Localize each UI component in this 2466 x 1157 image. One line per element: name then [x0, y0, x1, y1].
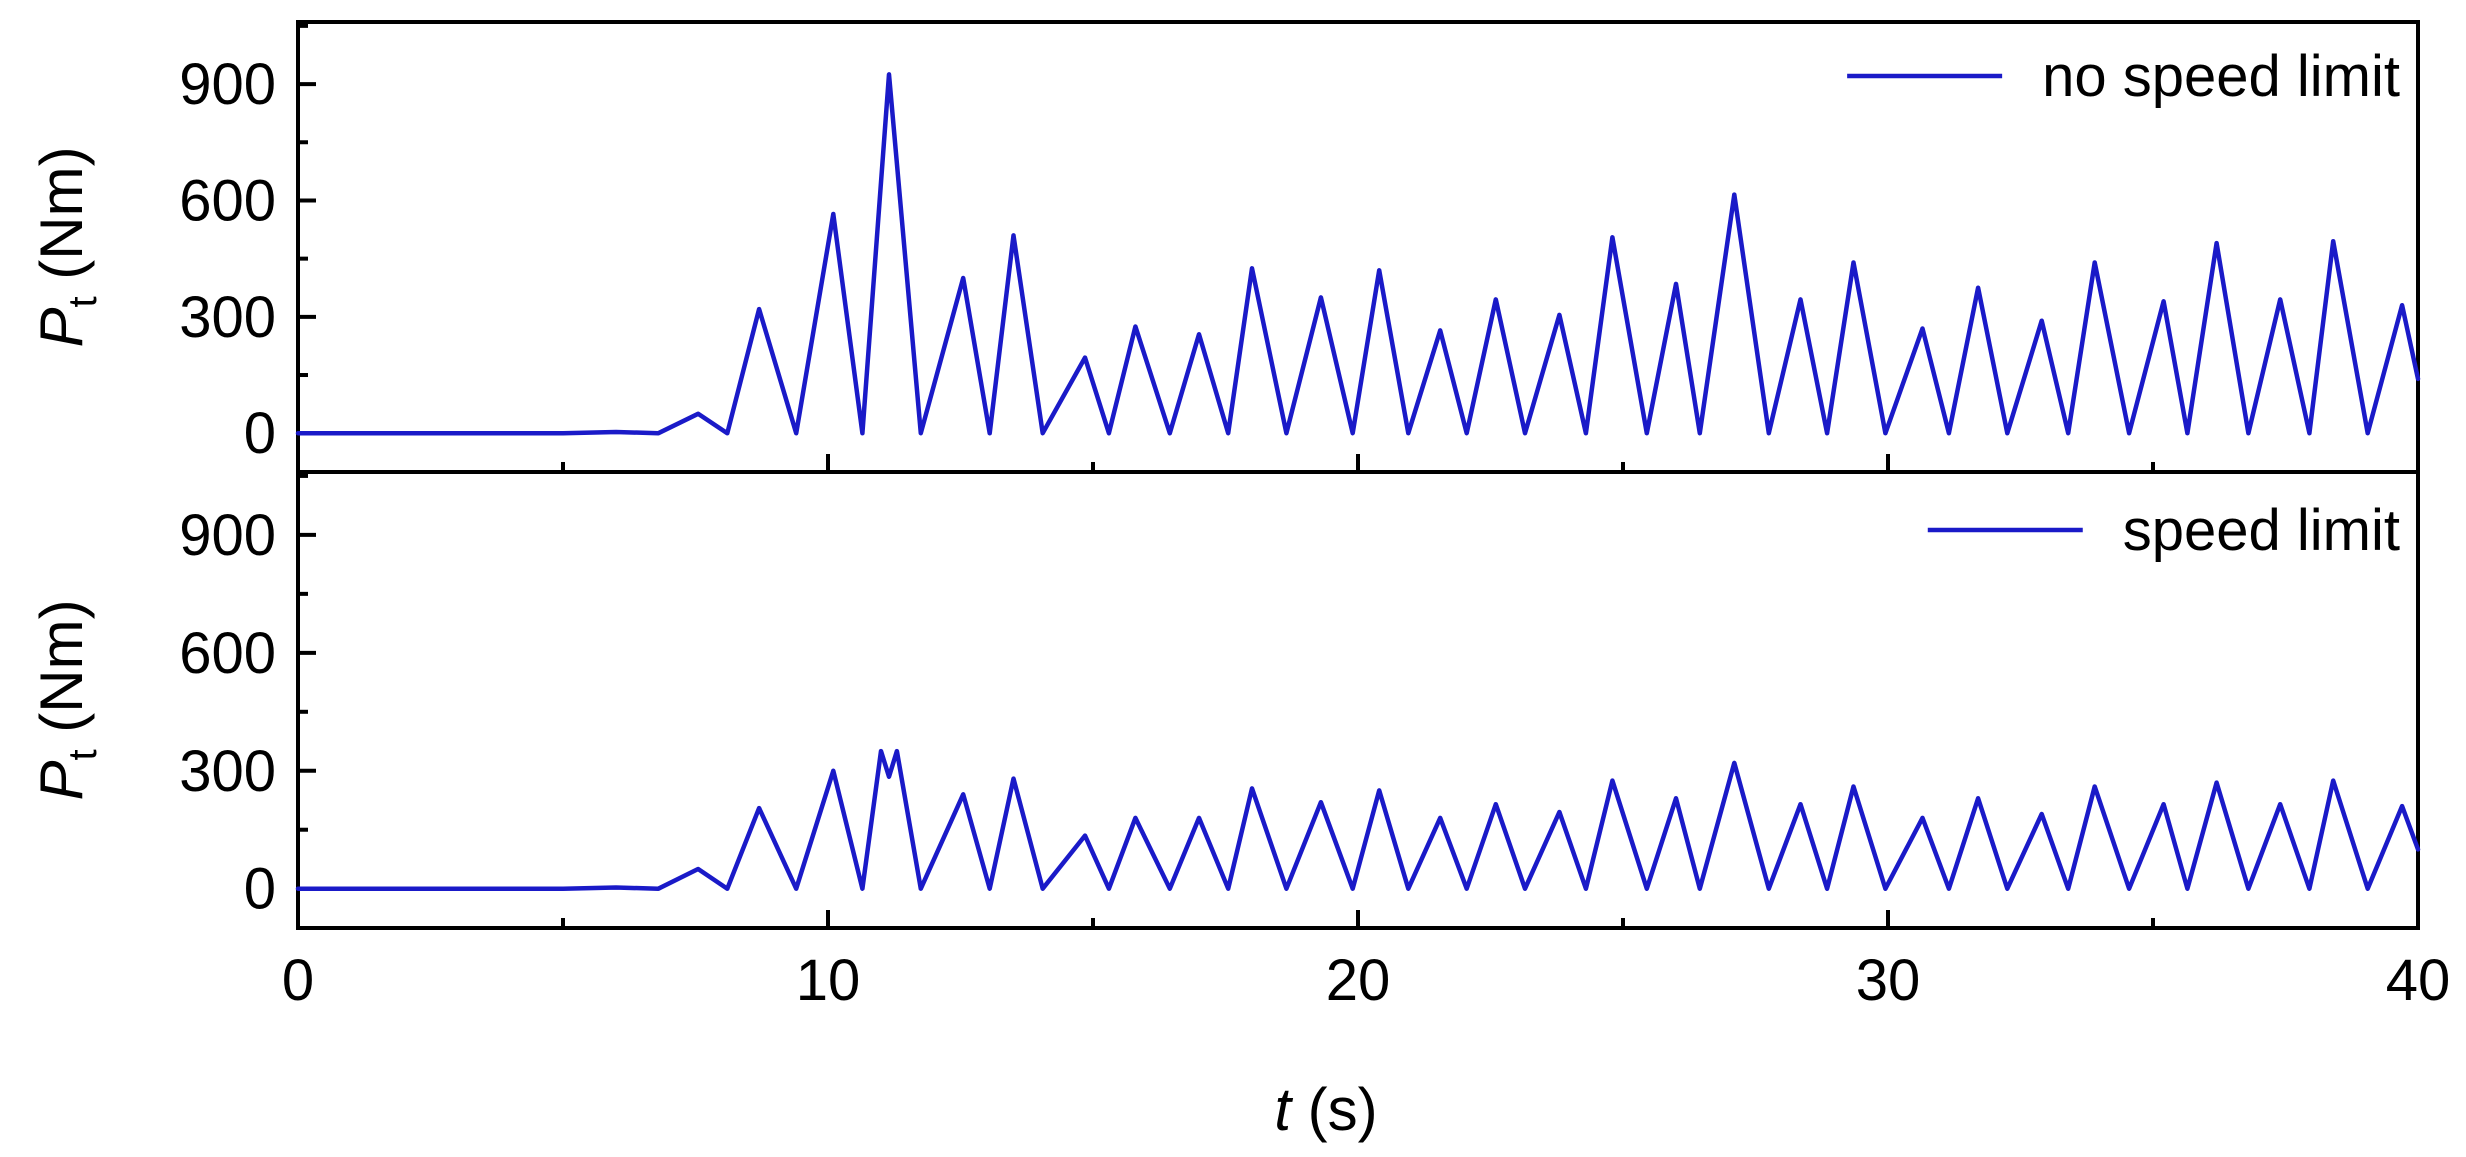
bottom-y-axis-label: Pt (Nm)	[28, 599, 105, 800]
bottom-panel: 0 300 600 900 Pt (Nm) speed limit	[28, 470, 2421, 930]
x-axis-label: t (s)	[1274, 1076, 1377, 1143]
top-legend: no speed limit	[1847, 44, 2400, 109]
bottom-legend-label: speed limit	[2123, 498, 2400, 563]
top-y-tick-label: 0	[244, 401, 276, 466]
x-tick-label: 10	[796, 948, 861, 1013]
bottom-legend: speed limit	[1927, 498, 2400, 563]
top-legend-label: no speed limit	[2042, 44, 2400, 109]
bottom-series-line	[295, 748, 2421, 891]
x-tick-label: 40	[2386, 948, 2451, 1013]
bottom-y-tick-label: 900	[179, 503, 276, 568]
top-y-axis-label: Pt (Nm)	[28, 146, 105, 347]
bottom-y-tick-label: 600	[179, 621, 276, 686]
top-y-tick-label: 900	[179, 52, 276, 117]
x-tick-label: 0	[282, 948, 314, 1013]
top-series-line	[295, 72, 2421, 436]
top-y-tick-label: 600	[179, 168, 276, 233]
x-tick-label: 30	[1856, 948, 1921, 1013]
x-axis: 0 10 20 30 40	[282, 948, 2450, 1013]
bottom-panel-frame	[296, 470, 2420, 930]
top-panel: 0 300 600 900 Pt (Nm) no speed limit	[28, 20, 2421, 474]
x-tick-label: 20	[1326, 948, 1391, 1013]
top-y-tick-label: 300	[179, 285, 276, 350]
bottom-y-tick-label: 0	[244, 857, 276, 922]
bottom-y-tick-label: 300	[179, 739, 276, 804]
